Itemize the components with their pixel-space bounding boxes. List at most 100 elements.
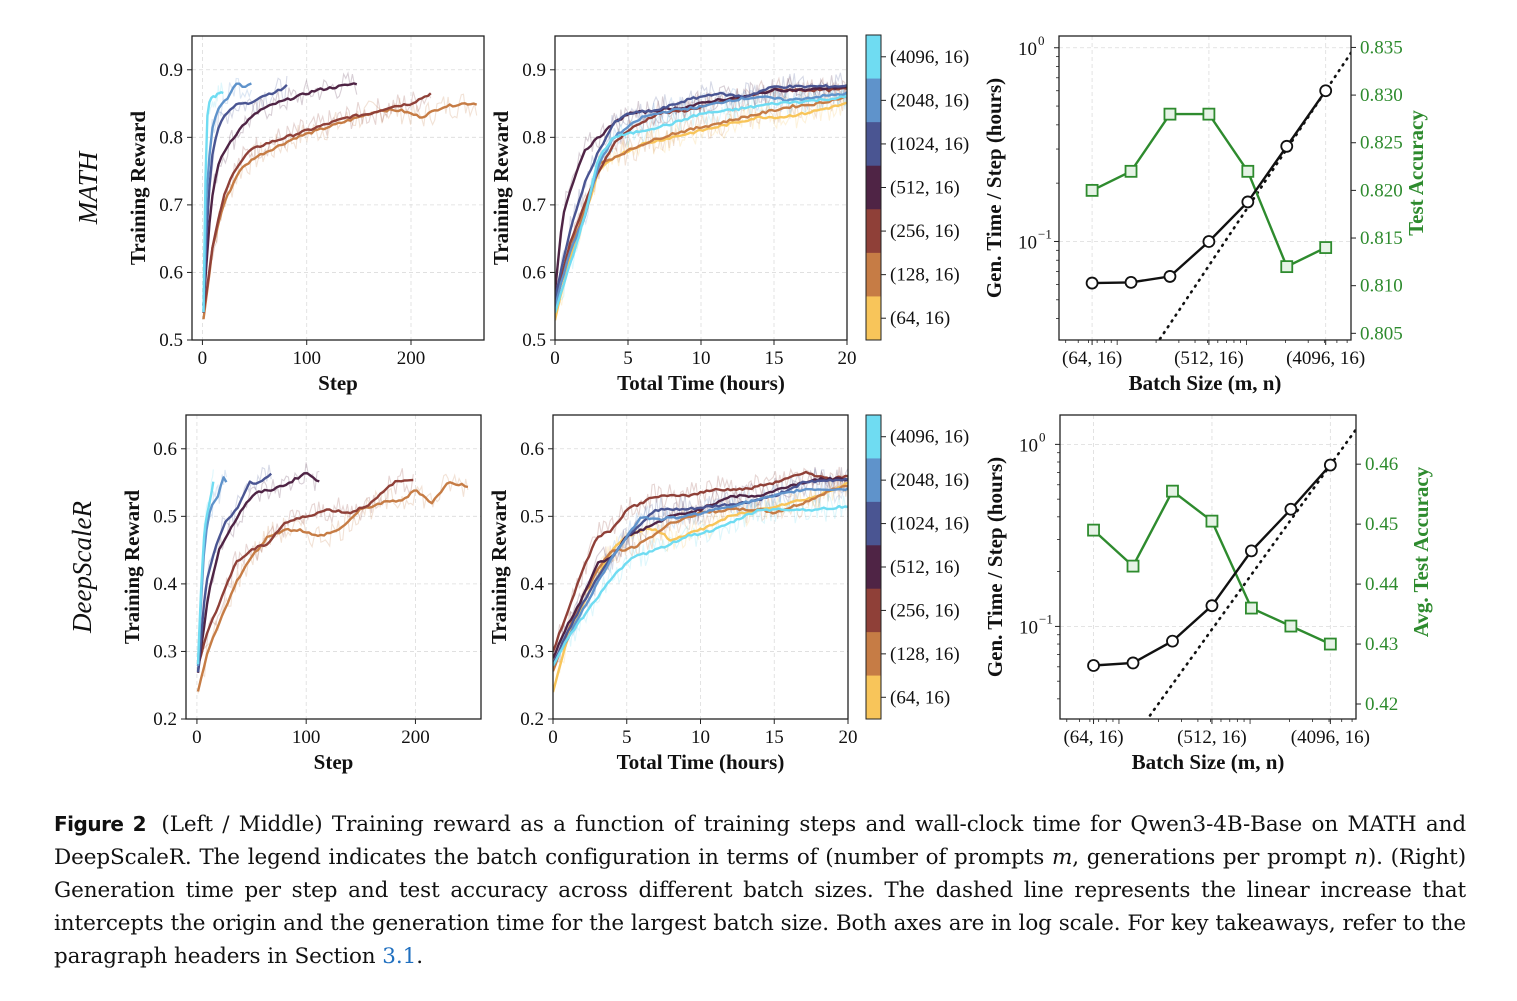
legend-label: (1024, 16) — [890, 134, 969, 155]
x-tick-label: 0 — [198, 348, 208, 369]
y-tick-label: 0.8 — [159, 127, 183, 148]
legend-swatch — [866, 122, 881, 167]
y2-axis-label: Test Accuracy — [1404, 110, 1428, 236]
x-tick-label: 15 — [765, 348, 784, 369]
caption-text-3: ). (Right) Generation time per step and … — [54, 845, 1466, 969]
legend-swatch — [866, 165, 881, 210]
y2-tick-label: 0.42 — [1365, 694, 1398, 715]
series-line — [196, 481, 215, 665]
y-tick-label: 0.3 — [153, 641, 177, 662]
accuracy-marker — [1163, 107, 1177, 121]
accuracy-marker — [1126, 559, 1140, 573]
x-axis-label: Step — [314, 750, 354, 774]
x-axis-label: Batch Size (m, n) — [1132, 750, 1285, 774]
series-line — [555, 94, 847, 314]
accuracy-marker — [1284, 619, 1298, 633]
raw-trace — [197, 473, 469, 694]
y-tick-label: 0.6 — [159, 262, 183, 283]
caption-text-2: , generations per prompt — [1072, 845, 1355, 870]
series-line — [553, 481, 848, 693]
series-line — [196, 472, 320, 673]
legend-swatch — [866, 588, 881, 633]
x-tick-label: (64, 16) — [1062, 348, 1122, 369]
legend-label: (4096, 16) — [890, 427, 969, 448]
gen-time-marker — [1163, 270, 1177, 283]
chart-math-step: 0 100 200 0.5 0.6 0.7 0.8 0.9 Step Training Rewar… — [73, 35, 485, 395]
x-tick-label: 5 — [622, 727, 632, 748]
x-tick-label: 5 — [623, 348, 633, 369]
legend-label: (512, 16) — [890, 557, 960, 578]
legend-swatch — [866, 252, 881, 297]
series-line — [553, 487, 848, 667]
raw-trace — [553, 476, 848, 689]
legend-label: (512, 16) — [890, 178, 960, 199]
row-label: DeepScaleR — [67, 501, 97, 634]
x-axis-label: Step — [318, 371, 358, 395]
y2-tick-label: 0.45 — [1365, 514, 1398, 535]
legend-swatch — [866, 415, 881, 459]
series-line — [555, 91, 847, 308]
x-tick-label: 20 — [838, 348, 857, 369]
y-tick-label: 0.6 — [520, 439, 544, 460]
series-line — [553, 504, 848, 667]
y-tick-label: 0.6 — [153, 439, 177, 460]
y-tick-label: 10 — [1018, 39, 1037, 60]
legend-swatch — [866, 35, 881, 80]
legend-label: (64, 16) — [890, 687, 950, 708]
x-tick-label: (64, 16) — [1063, 727, 1123, 748]
y2-tick-label: 0.44 — [1365, 574, 1399, 595]
raw-trace — [197, 464, 272, 673]
caption-text-4: . — [416, 944, 423, 969]
y-axis-label: Training Reward — [120, 490, 144, 645]
series-line — [202, 92, 432, 314]
gen-time-marker — [1166, 634, 1179, 648]
accuracy-marker — [1280, 260, 1294, 274]
series-line — [202, 102, 478, 320]
y2-tick-label: 0.820 — [1360, 180, 1403, 201]
y2-tick-label: 0.825 — [1360, 133, 1403, 154]
section-ref-link[interactable]: 3.1 — [382, 944, 417, 969]
y-tick-exponent: −1 — [1038, 226, 1052, 241]
x-tick-label: 200 — [401, 727, 430, 748]
accuracy-marker — [1245, 601, 1258, 615]
legend-label: (128, 16) — [890, 265, 960, 286]
gen-time-marker — [1126, 656, 1140, 670]
x-tick-label: (4096, 16) — [1291, 727, 1370, 748]
x-tick-label: 10 — [692, 348, 711, 369]
legend-swatch — [866, 458, 881, 503]
y-axis-label: Gen. Time / Step (hours) — [983, 457, 1007, 677]
y-tick-label: 0.4 — [153, 574, 177, 595]
x-axis-label: Batch Size (m, n) — [1129, 371, 1282, 395]
x-tick-label: 0 — [550, 348, 560, 369]
y2-tick-label: 0.830 — [1360, 85, 1403, 106]
y-tick-label: 0.5 — [153, 506, 177, 527]
series-line — [196, 472, 273, 673]
caption-var-n: n — [1354, 845, 1368, 870]
x-tick-label: (512, 16) — [1177, 727, 1247, 748]
x-tick-label: 100 — [292, 727, 321, 748]
legend-swatch — [866, 78, 881, 123]
gen-time-marker — [1085, 276, 1099, 290]
y2-axis-label: Avg. Test Accuracy — [1409, 466, 1433, 637]
figure-caption: Figure 2 (Left / Middle) Training reward… — [54, 808, 1466, 973]
legend-swatch — [866, 209, 881, 254]
series-line — [555, 101, 847, 321]
x-tick-label: 100 — [292, 348, 321, 369]
y-axis-label: Training Reward — [126, 111, 150, 266]
raw-trace — [555, 91, 847, 317]
gen-time-marker — [1323, 458, 1337, 472]
accuracy-marker — [1087, 523, 1100, 537]
chart-dsr-gen: (64, 16) (512, 16) (4096, 16)10 −110 00.420.… — [983, 414, 1433, 774]
x-axis-label: Total Time (hours) — [617, 371, 785, 395]
y2-tick-label: 0.46 — [1365, 454, 1398, 475]
chart-dsr-step: 0 100 200 0.2 0.3 0.4 0.5 0.6 Step Training Rewar… — [67, 414, 482, 774]
y-axis-label: Training Reward — [489, 111, 513, 266]
y-tick-label: 10 — [1018, 232, 1037, 253]
y2-tick-label: 0.43 — [1365, 634, 1398, 655]
series-line — [202, 91, 224, 313]
series-line — [202, 84, 288, 306]
series-line — [553, 477, 848, 666]
legend-label: (256, 16) — [890, 600, 960, 621]
colorbar-legend: (4096, 16) (2048, 16) (1024, 16) (512, 16) (… — [865, 34, 969, 341]
